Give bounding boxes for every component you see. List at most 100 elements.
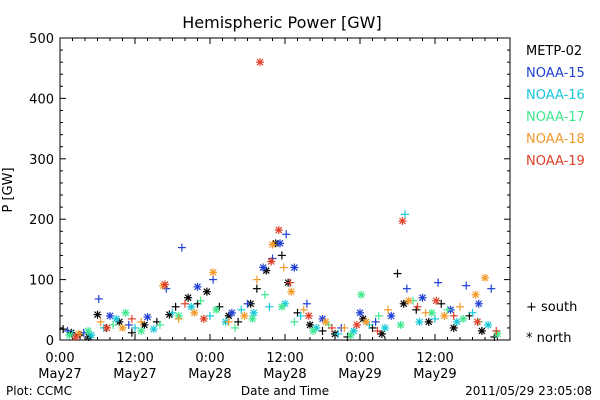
data-point-south: [462, 281, 471, 290]
data-point-north: [259, 263, 268, 272]
data-point-north: [349, 326, 358, 335]
data-point-south: [456, 302, 464, 311]
data-point-south: [318, 326, 327, 335]
data-point-south: [131, 323, 139, 332]
data-point-south: [384, 305, 393, 314]
data-point-north: [321, 317, 330, 326]
data-point-north: [277, 302, 286, 311]
data-point-north: [184, 293, 193, 302]
data-point-north: [381, 323, 389, 332]
data-point-south: [224, 317, 233, 326]
footer-timestamp: 2011/05/29 23:05:08: [465, 384, 592, 398]
legend-entry: NOAA-15: [526, 66, 585, 81]
data-point-south: [327, 323, 336, 332]
data-point-south: [206, 311, 214, 320]
x-tick-date-label: May29: [338, 367, 381, 382]
data-point-north: [248, 314, 257, 323]
data-point-north: [112, 314, 121, 323]
data-point-north: [415, 317, 424, 326]
data-point-north: [387, 311, 396, 320]
data-point-south: [296, 311, 305, 320]
data-point-north: [404, 296, 413, 305]
y-axis: 0 100 200 300 400 500: [29, 32, 510, 349]
data-point-north: [352, 320, 361, 329]
marker-legend: + south * north: [526, 300, 577, 346]
data-point-north: [276, 239, 284, 248]
data-point-north: [449, 323, 458, 332]
data-point-north: [137, 326, 146, 335]
data-point-south: [174, 314, 183, 323]
data-point-north: [212, 305, 221, 314]
data-point-south: [261, 290, 269, 299]
data-point-south: [252, 284, 261, 293]
data-point-south: [402, 284, 411, 293]
marker-legend-south: + south: [526, 300, 577, 315]
legend-entry: NOAA-18: [526, 132, 585, 147]
data-point-south: [302, 299, 311, 308]
data-point-south: [421, 308, 430, 317]
x-tick-date-label: May27: [113, 367, 156, 382]
data-point-north: [398, 217, 407, 226]
data-point-south: [252, 275, 261, 284]
data-point-south: [177, 243, 186, 252]
data-point-south: [96, 317, 105, 326]
x-tick-time-label: 12:00: [116, 351, 153, 366]
data-point-south: [237, 305, 246, 314]
data-point-south: [434, 278, 443, 287]
data-point-north: [357, 290, 366, 299]
data-point-north: [71, 332, 80, 341]
x-tick-time-label: 0:00: [45, 351, 74, 366]
data-point-north: [346, 331, 355, 340]
data-point-north: [199, 314, 208, 323]
data-point-north: [440, 311, 449, 320]
data-point-north: [481, 273, 489, 282]
y-tick-label: 300: [29, 153, 54, 168]
x-axis: 0:00May2712:00May270:00May2812:00May280:…: [38, 38, 498, 382]
data-points: [59, 58, 502, 341]
data-point-north: [452, 317, 461, 326]
data-point-north: [190, 308, 199, 317]
data-point-south: [277, 251, 286, 260]
legend-entry: NOAA-19: [526, 154, 585, 169]
data-point-north: [102, 323, 111, 332]
data-point-north: [118, 323, 127, 332]
y-tick-label: 200: [29, 213, 54, 228]
x-tick-time-label: 0:00: [345, 351, 374, 366]
data-point-north: [306, 320, 314, 329]
data-point-north: [474, 299, 483, 308]
data-point-south: [468, 308, 477, 317]
data-point-south: [156, 320, 164, 329]
x-tick-date-label: May28: [263, 367, 306, 382]
y-tick-label: 100: [29, 274, 54, 289]
data-point-south: [168, 308, 177, 317]
data-point-south: [127, 328, 136, 337]
data-point-north: [477, 326, 486, 335]
legend-entry: NOAA-16: [526, 88, 585, 103]
footer-plot-credit: Plot: CCMC: [6, 384, 72, 398]
data-point-north: [287, 287, 296, 296]
y-axis-label: P [GW]: [1, 167, 16, 212]
data-point-north: [432, 296, 441, 305]
x-tick-date-label: May27: [38, 367, 81, 382]
data-point-north: [106, 311, 114, 320]
data-point-north: [459, 314, 468, 323]
data-point-north: [484, 320, 493, 329]
data-point-south: [492, 326, 501, 335]
data-point-south: [124, 320, 133, 329]
data-point-north: [396, 320, 405, 329]
x-axis-label: Date and Time: [241, 384, 329, 398]
data-point-north: [84, 326, 93, 335]
data-point-south: [59, 325, 68, 334]
x-tick-time-label: 12:00: [266, 351, 303, 366]
data-point-south: [449, 311, 458, 320]
data-point-north: [227, 308, 236, 317]
data-point-north: [209, 268, 218, 277]
series-legend: METP-02 NOAA-15 NOAA-16 NOAA-17 NOAA-18 NOAA-…: [526, 44, 585, 169]
data-point-south: [94, 294, 103, 303]
data-point-north: [471, 290, 480, 299]
x-tick-date-label: May28: [188, 367, 231, 382]
data-point-south: [290, 317, 299, 326]
data-point-north: [267, 257, 276, 266]
data-point-south: [286, 278, 294, 287]
data-point-north: [274, 226, 283, 235]
